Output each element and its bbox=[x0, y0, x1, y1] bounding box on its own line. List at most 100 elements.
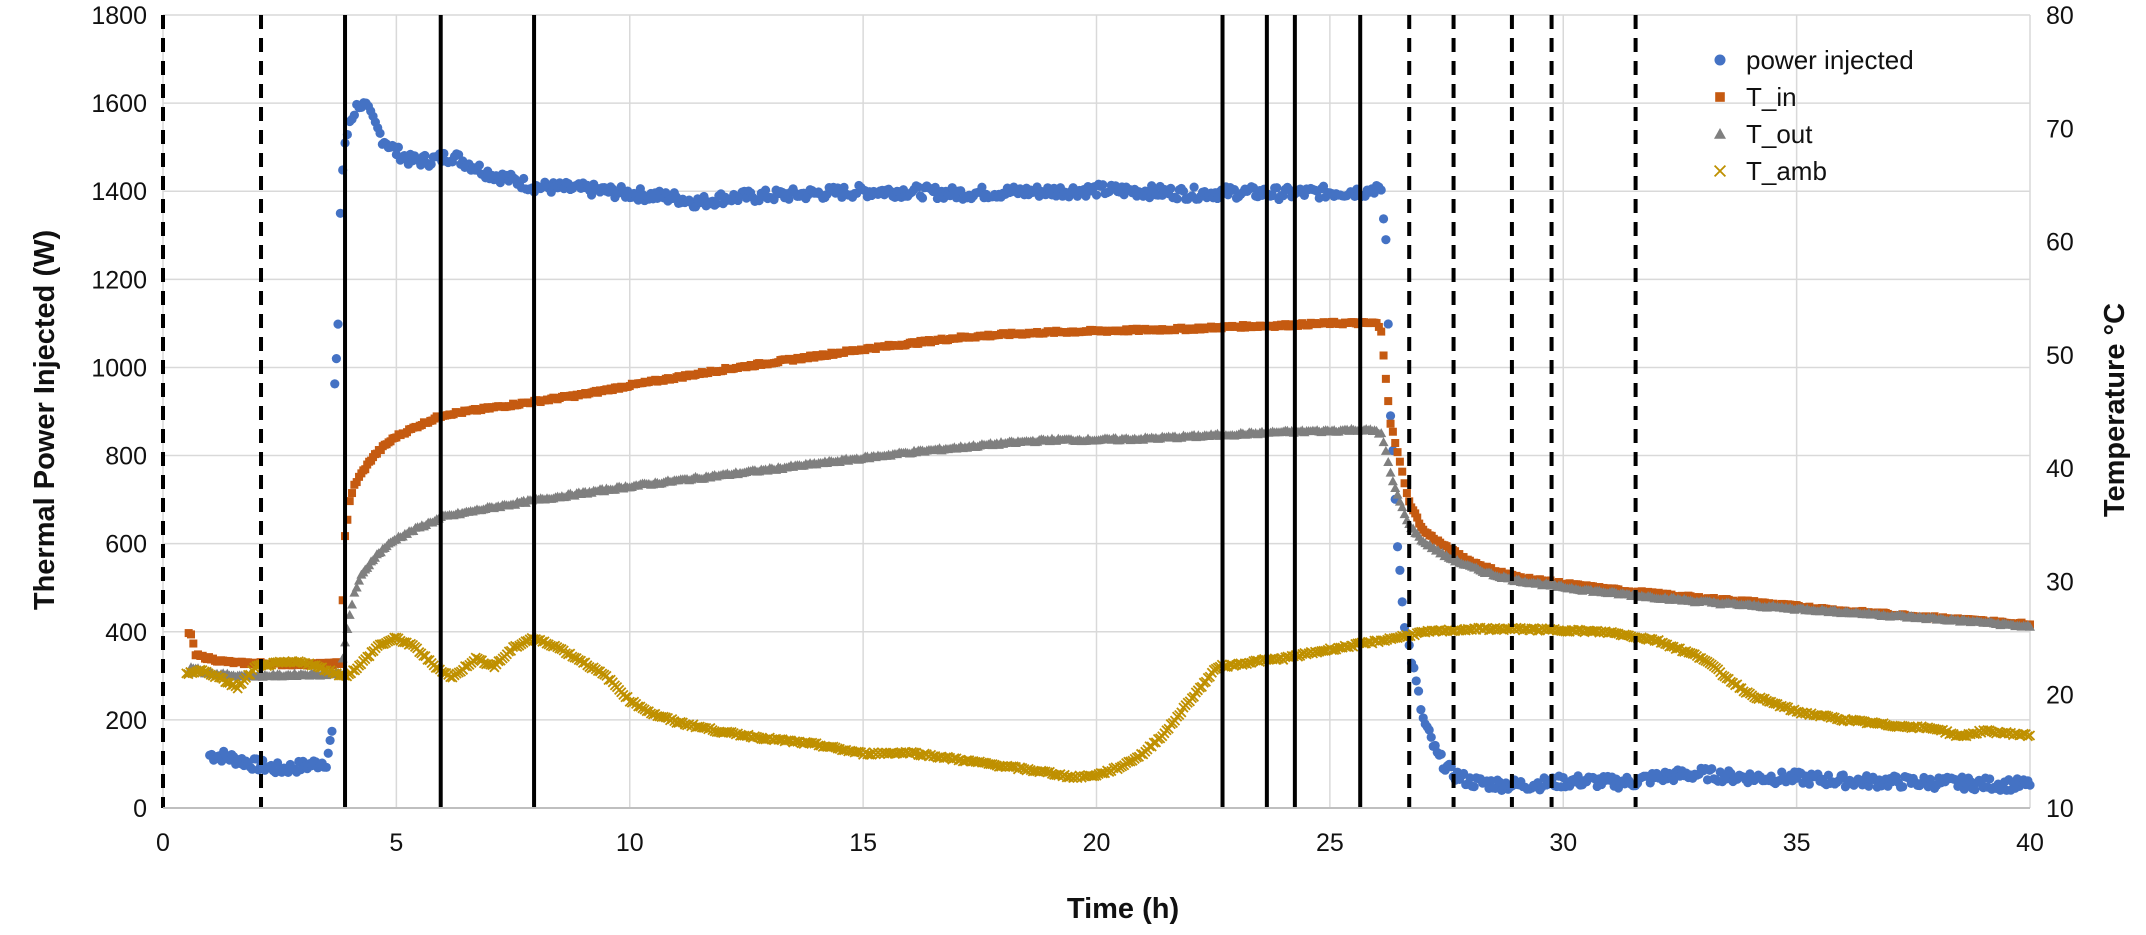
data-point bbox=[327, 727, 336, 736]
data-point bbox=[1166, 184, 1175, 193]
data-point bbox=[1403, 489, 1411, 497]
data-point bbox=[1377, 328, 1385, 336]
data-point bbox=[1416, 705, 1425, 714]
y-left-tick-label: 1200 bbox=[91, 266, 147, 294]
y-left-tick-label: 600 bbox=[105, 531, 147, 559]
y-right-tick-label: 50 bbox=[2046, 342, 2074, 370]
data-point bbox=[1379, 437, 1389, 446]
y-axis-left-title: Thermal Power Injected (W) bbox=[29, 230, 61, 610]
data-point bbox=[1985, 774, 1994, 783]
legend-item: T_out bbox=[1714, 119, 1813, 149]
y-right-tick-label: 60 bbox=[2046, 229, 2074, 257]
legend: power injected T_in T_out T_amb bbox=[1714, 45, 1914, 186]
data-point bbox=[394, 143, 403, 152]
data-point bbox=[325, 736, 334, 745]
legend-item: T_in bbox=[1715, 82, 1796, 112]
data-point bbox=[1383, 457, 1393, 466]
legend-marker bbox=[1715, 92, 1725, 102]
data-point bbox=[1395, 566, 1404, 575]
data-point bbox=[1092, 190, 1101, 199]
data-point bbox=[1386, 411, 1395, 420]
data-point bbox=[187, 630, 195, 638]
x-tick-label: 0 bbox=[156, 829, 170, 857]
plot-series bbox=[182, 98, 2035, 795]
data-point bbox=[1391, 439, 1399, 447]
y-left-tick-label: 1600 bbox=[91, 90, 147, 118]
x-tick-label: 5 bbox=[389, 829, 403, 857]
legend-marker bbox=[1714, 128, 1726, 139]
data-point bbox=[348, 489, 356, 497]
data-point bbox=[1437, 750, 1446, 759]
data-point bbox=[324, 749, 333, 758]
data-point bbox=[1393, 542, 1402, 551]
data-point bbox=[330, 379, 339, 388]
legend-item: power injected bbox=[1714, 45, 1913, 75]
x-tick-label: 40 bbox=[2016, 829, 2044, 857]
data-point bbox=[332, 354, 341, 363]
y-left-tick-label: 0 bbox=[133, 795, 147, 823]
series-t_amb bbox=[182, 623, 2035, 782]
data-point bbox=[1382, 375, 1390, 383]
data-point bbox=[189, 640, 197, 648]
data-point bbox=[1098, 180, 1107, 189]
data-point bbox=[1377, 185, 1386, 194]
data-point bbox=[1387, 420, 1395, 428]
y-right-tick-label: 30 bbox=[2046, 568, 2074, 596]
y-right-tick-label: 70 bbox=[2046, 115, 2074, 143]
y-axis-right-title: Temperature °C bbox=[2099, 303, 2131, 517]
data-point bbox=[1412, 676, 1421, 685]
data-point bbox=[519, 174, 528, 183]
data-point bbox=[1384, 319, 1393, 328]
y-left-tick-label: 200 bbox=[105, 707, 147, 735]
x-axis-title: Time (h) bbox=[1067, 893, 1179, 925]
data-point bbox=[475, 161, 484, 170]
legend-label: power injected bbox=[1746, 45, 1914, 75]
y-right-tick-label: 40 bbox=[2046, 455, 2074, 483]
data-point bbox=[1414, 686, 1423, 695]
data-point bbox=[347, 599, 357, 608]
y-left-tick-label: 400 bbox=[105, 619, 147, 647]
data-point bbox=[1388, 476, 1398, 485]
y-right-tick-label: 80 bbox=[2046, 2, 2074, 30]
data-point bbox=[1470, 782, 1479, 791]
legend-label: T_out bbox=[1746, 119, 1813, 149]
data-point bbox=[1707, 764, 1716, 773]
series-t_in bbox=[185, 318, 2034, 670]
y-left-tick-label: 1400 bbox=[91, 178, 147, 206]
legend-marker bbox=[1715, 166, 1726, 177]
y-right-tick-label: 10 bbox=[2046, 795, 2074, 823]
data-point bbox=[1386, 468, 1396, 477]
data-point bbox=[1398, 597, 1407, 606]
data-point bbox=[1898, 782, 1907, 791]
y-left-tick-label: 1000 bbox=[91, 354, 147, 382]
data-point bbox=[1173, 194, 1182, 203]
data-point bbox=[1389, 428, 1397, 436]
data-point bbox=[1189, 183, 1198, 192]
data-point bbox=[1380, 351, 1388, 359]
legend-item: T_amb bbox=[1715, 156, 1827, 186]
data-point bbox=[1398, 468, 1406, 476]
y-left-tick-label: 1800 bbox=[91, 2, 147, 30]
data-point bbox=[1384, 397, 1392, 405]
x-tick-label: 35 bbox=[1783, 829, 1811, 857]
data-point bbox=[1427, 733, 1436, 742]
y-right-tick-label: 20 bbox=[2046, 682, 2074, 710]
data-point bbox=[1379, 214, 1388, 223]
legend-label: T_in bbox=[1746, 82, 1797, 112]
data-point bbox=[375, 129, 384, 138]
x-tick-label: 20 bbox=[1083, 829, 1111, 857]
data-point bbox=[322, 763, 331, 772]
series-t_out bbox=[184, 424, 2035, 681]
x-tick-label: 15 bbox=[849, 829, 877, 857]
legend-marker bbox=[1714, 54, 1725, 65]
data-point bbox=[1272, 183, 1281, 192]
data-point bbox=[1394, 448, 1402, 456]
legend-label: T_amb bbox=[1746, 156, 1827, 186]
data-point bbox=[2025, 780, 2034, 789]
data-point bbox=[420, 151, 429, 160]
data-point bbox=[918, 193, 927, 202]
data-point bbox=[1381, 235, 1390, 244]
y-left-tick-label: 800 bbox=[105, 443, 147, 471]
